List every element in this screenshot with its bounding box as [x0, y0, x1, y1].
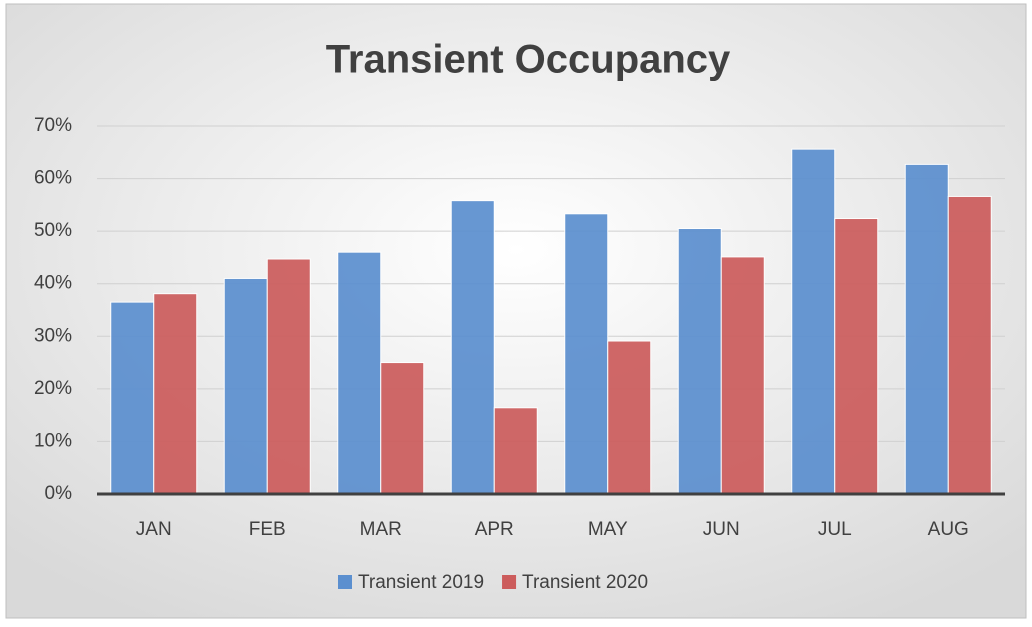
x-tick-label: AUG — [928, 519, 969, 540]
bar — [834, 218, 879, 495]
y-tick-label: 10% — [34, 430, 72, 451]
y-tick-label: 30% — [34, 325, 72, 346]
chart-title: Transient Occupancy — [326, 38, 731, 82]
bar — [110, 301, 155, 495]
bar — [947, 195, 992, 495]
x-tick-label: JAN — [136, 519, 172, 540]
bar — [493, 407, 538, 495]
x-tick-label: MAR — [360, 519, 402, 540]
x-tick-label: JUL — [818, 519, 852, 540]
bar — [266, 258, 311, 495]
bar — [450, 200, 495, 495]
bar — [607, 340, 652, 495]
y-tick-label: 50% — [34, 220, 72, 241]
x-tick-label: MAY — [588, 519, 628, 540]
y-tick-label: 0% — [45, 483, 73, 504]
bar — [337, 251, 382, 495]
bar — [564, 213, 609, 495]
legend-label: Transient 2020 — [522, 572, 648, 593]
bar — [380, 362, 425, 495]
bar — [153, 293, 198, 495]
y-tick-label: 20% — [34, 378, 72, 399]
legend-swatch — [338, 575, 352, 589]
bar — [677, 228, 722, 495]
y-tick-label: 70% — [34, 115, 72, 136]
bar — [904, 163, 949, 495]
legend-swatch — [502, 575, 517, 589]
x-tick-label: FEB — [249, 519, 286, 540]
x-tick-label: JUN — [703, 519, 740, 540]
bar — [791, 148, 836, 495]
bar — [720, 256, 765, 495]
legend-label: Transient 2019 — [358, 572, 484, 593]
bar — [223, 277, 268, 495]
x-tick-label: APR — [475, 519, 514, 540]
y-tick-label: 40% — [34, 273, 72, 294]
y-tick-label: 60% — [34, 168, 72, 189]
